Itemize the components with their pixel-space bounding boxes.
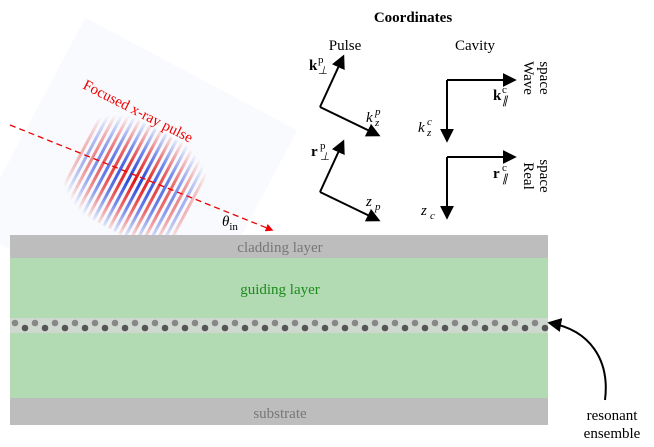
resonant-dot (282, 325, 289, 332)
axis-label: kc∥ (493, 84, 509, 107)
substrate-label: substrate (253, 406, 307, 422)
resonant-dot (222, 325, 229, 332)
resonant-dot (312, 320, 319, 327)
resonant-dot (132, 320, 139, 327)
resonant-dot (12, 320, 19, 327)
resonant-dot (182, 325, 189, 332)
resonant-dot (372, 320, 379, 327)
resonant-dot (212, 320, 219, 327)
resonant-dot (382, 325, 389, 332)
axes (320, 57, 514, 220)
space-label: space (536, 159, 552, 193)
axis-base: r (311, 144, 318, 160)
resonant-dot (112, 320, 119, 327)
pulse-frame-label: Pulse (329, 38, 362, 54)
cladding-label: cladding layer (237, 240, 322, 256)
resonant-dot (232, 320, 239, 327)
space-label: Wave (520, 61, 536, 95)
resonant-dot (432, 320, 439, 327)
axis-sub: c (430, 210, 435, 222)
resonant-dot (402, 325, 409, 332)
resonant-dot (52, 320, 59, 327)
resonant-dot (352, 320, 359, 327)
resonant-dot (122, 325, 129, 332)
axis-sub: z (374, 117, 380, 129)
axis-base: k (366, 110, 373, 126)
axis-base: r (493, 166, 500, 182)
resonant-dot (102, 325, 109, 332)
ensemble-label: ensemble (584, 426, 641, 442)
ensemble-arrow (550, 323, 606, 400)
resonant-dot (502, 325, 509, 332)
resonant-dot (392, 320, 399, 327)
resonant-dot (412, 320, 419, 327)
resonant-dot (152, 320, 159, 327)
resonant-dot (522, 325, 529, 332)
resonant-dot (302, 325, 309, 332)
diagram: Focused x-ray pulse θin cladding layer g… (0, 0, 654, 447)
resonant-dot (442, 325, 449, 332)
resonant-dot (272, 320, 279, 327)
resonant-dot (452, 320, 459, 327)
space-label: space (536, 61, 552, 95)
axis-base: k (493, 88, 502, 104)
resonant-dot (512, 320, 519, 327)
resonant-dot (92, 320, 99, 327)
space-label: Real (520, 162, 536, 190)
resonant-dot (32, 320, 39, 327)
resonant-dot (482, 325, 489, 332)
resonant-dot (62, 325, 69, 332)
resonant-dot (422, 325, 429, 332)
axis-base: z (365, 194, 372, 210)
resonant-dot (532, 320, 539, 327)
cavity-frame-label: Cavity (455, 38, 495, 54)
resonant-dot (292, 320, 299, 327)
angle-sub: in (229, 221, 238, 233)
axis-label: kp⊥ (309, 54, 328, 77)
axis-base: k (309, 58, 318, 74)
resonant-dot (542, 325, 549, 332)
coordinates-title: Coordinates (374, 10, 452, 26)
resonant-dot (332, 320, 339, 327)
resonant-dot (262, 325, 269, 332)
resonant-dot (242, 325, 249, 332)
resonant-dot (82, 325, 89, 332)
axis-base: z (420, 203, 427, 219)
axis-sub: ⊥ (318, 65, 328, 77)
guiding-layer-lower (10, 333, 548, 398)
resonant-dot (362, 325, 369, 332)
resonant-dot (192, 320, 199, 327)
axis-label: zc (420, 203, 435, 222)
axis-sub: z (426, 127, 432, 139)
axis-sub: ∥ (502, 173, 509, 185)
resonant-dot (22, 325, 29, 332)
resonant-dot (252, 320, 259, 327)
resonant-dot (462, 325, 469, 332)
guiding-label: guiding layer (240, 282, 320, 298)
axis-base: k (418, 120, 425, 136)
resonant-dot (492, 320, 499, 327)
resonant-dot (42, 325, 49, 332)
resonant-dot (142, 325, 149, 332)
resonant-dot (322, 325, 329, 332)
axis-sub: ∥ (502, 95, 509, 107)
resonant-dot (172, 320, 179, 327)
resonant-dot (162, 325, 169, 332)
ensemble-label: resonant (587, 408, 639, 424)
ensemble-layer (10, 318, 548, 333)
resonant-dot (72, 320, 79, 327)
resonant-dot (342, 325, 349, 332)
resonant-dot (472, 320, 479, 327)
resonant-dot (202, 325, 209, 332)
axis-sub: ⊥ (320, 151, 330, 163)
axis-sub: p (374, 201, 381, 213)
